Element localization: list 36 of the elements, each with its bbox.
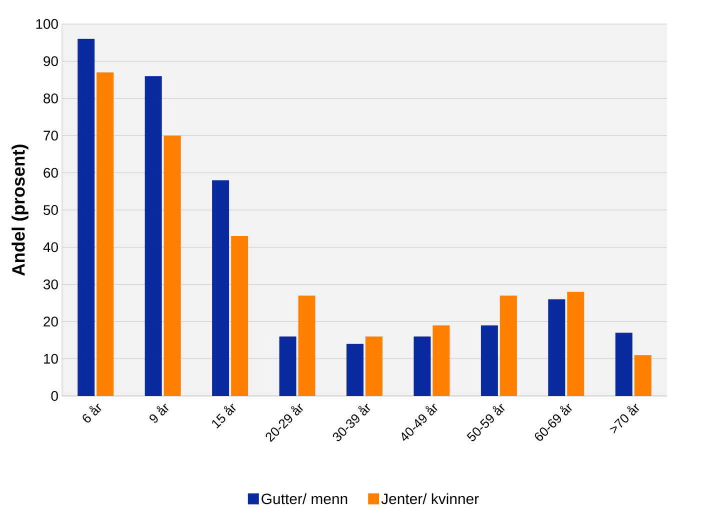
y-tick-label: 70 (44, 130, 58, 141)
y-tick-label: 30 (43, 279, 58, 290)
y-tick-label: 10 (44, 354, 58, 364)
bar (615, 332, 632, 396)
x-tick-label: 9 år (150, 404, 169, 423)
y-axis-title: Andel (prosent) (12, 144, 28, 276)
bar (144, 76, 162, 396)
y-tick-label: 40 (43, 242, 58, 252)
legend-label: Gutter/ menn (262, 493, 348, 504)
bar (432, 325, 450, 396)
y-tick-label: 100 (36, 19, 58, 29)
bar (634, 355, 652, 396)
legend-label: Jenter/ kvinner (381, 493, 479, 504)
bar (548, 299, 566, 396)
bar (567, 292, 584, 396)
bar (78, 38, 95, 396)
bar (414, 336, 431, 396)
x-tick-label: 15 år (212, 404, 236, 429)
bar (231, 236, 248, 396)
bar (212, 180, 230, 396)
bar (365, 336, 382, 396)
bar (164, 136, 181, 396)
y-tick-label: 90 (44, 56, 58, 66)
y-tick-label: 0 (51, 391, 58, 401)
bar (96, 72, 114, 396)
bar (346, 344, 364, 396)
x-tick-label: >70 år (610, 404, 640, 434)
x-tick-label: 6 år (82, 404, 102, 422)
bar (298, 296, 316, 396)
y-tick-label: 50 (44, 205, 58, 215)
bar (279, 336, 296, 396)
bar (500, 296, 517, 396)
y-tick-label: 20 (44, 316, 58, 327)
y-tick-label: 60 (44, 168, 58, 178)
bar (480, 325, 498, 396)
y-tick-label: 80 (44, 93, 58, 104)
